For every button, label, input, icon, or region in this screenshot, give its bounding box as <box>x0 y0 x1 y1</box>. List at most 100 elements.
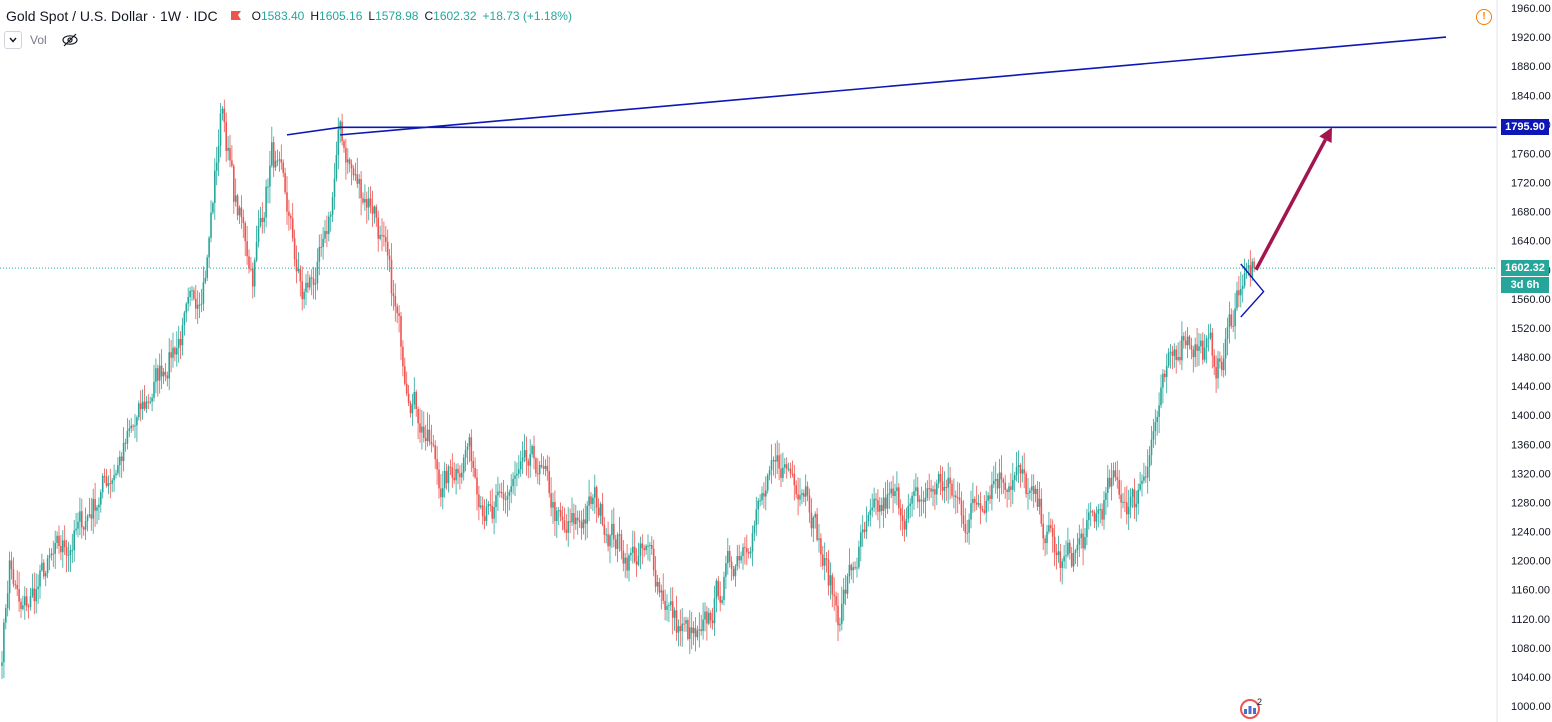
candle-body <box>554 502 556 521</box>
candle-body <box>877 500 879 512</box>
candle-body <box>371 206 374 214</box>
candle-body <box>86 516 89 522</box>
candle-body <box>423 426 425 438</box>
candle-body <box>354 174 357 176</box>
candle-body <box>542 466 545 469</box>
exclamation-icon[interactable]: ! <box>1476 9 1492 25</box>
candle-body <box>941 481 944 491</box>
candle-body <box>170 352 172 358</box>
candle-body <box>854 567 856 569</box>
candle-body <box>510 486 512 492</box>
candle-body <box>1095 513 1098 522</box>
candle-body <box>666 605 668 610</box>
candle-body <box>3 622 5 663</box>
chevron-down-icon[interactable] <box>4 31 22 49</box>
candle-body <box>307 282 309 288</box>
candle-body <box>200 303 203 305</box>
candle-body <box>153 381 155 398</box>
candle-body <box>780 468 782 478</box>
candle-body <box>875 498 877 501</box>
candle-body <box>918 499 921 502</box>
candle-body <box>797 494 799 500</box>
candle-body <box>841 603 843 624</box>
candle-body <box>742 547 744 557</box>
y-tick-label: 1440.00 <box>1511 381 1551 393</box>
candle-body <box>447 466 450 484</box>
candle-body <box>22 605 24 609</box>
eye-crossed-icon[interactable] <box>61 33 79 47</box>
candle-body <box>1036 488 1039 507</box>
y-tick-label: 1200.00 <box>1511 556 1551 568</box>
candle-body <box>521 457 524 462</box>
candle-body <box>1097 509 1100 514</box>
candle-body <box>168 352 170 379</box>
arrow-head <box>1319 127 1332 143</box>
candle-body <box>964 524 967 533</box>
candle-body <box>1108 477 1111 487</box>
candle-body <box>474 467 476 478</box>
candle-body <box>27 606 30 608</box>
candle-body <box>1234 308 1236 327</box>
candle-body <box>620 534 623 551</box>
candle-body <box>132 425 134 427</box>
candle-body <box>1029 490 1031 494</box>
calendar-event-icon[interactable]: 2 <box>1238 697 1264 719</box>
candle-body <box>1135 503 1138 508</box>
volume-label[interactable]: Vol <box>30 33 47 47</box>
candle-body <box>575 517 577 525</box>
candle-body <box>715 580 718 599</box>
candle-body <box>903 521 906 530</box>
candle-body <box>751 533 754 552</box>
candle-body <box>1012 480 1014 490</box>
candle-body <box>905 518 908 530</box>
candle-body <box>1247 265 1250 268</box>
candle-body <box>476 477 478 495</box>
candle-body <box>1067 542 1069 556</box>
candle-body <box>1183 336 1185 341</box>
candle-body <box>196 304 199 309</box>
candle-body <box>535 458 537 474</box>
candle-body <box>989 495 991 500</box>
candle-body <box>1038 498 1041 507</box>
candle-body <box>662 590 664 601</box>
candle-body <box>305 282 307 292</box>
candle-body <box>630 552 632 556</box>
candle-body <box>267 186 269 188</box>
y-tick-label: 1120.00 <box>1511 614 1550 626</box>
candle-body <box>1145 476 1147 478</box>
candle-body <box>41 562 43 571</box>
candle-body <box>1228 314 1231 328</box>
candle-body <box>329 214 332 217</box>
candle-body <box>350 164 353 169</box>
candle-body <box>1131 489 1134 497</box>
candle-body <box>1200 340 1202 347</box>
candle-body <box>43 562 45 577</box>
candle-body <box>303 291 305 300</box>
candle-body <box>39 570 41 587</box>
low-value: L1578.98 <box>368 9 419 23</box>
candle-body <box>84 521 87 530</box>
candle-body <box>96 507 98 511</box>
candle-body <box>1034 488 1037 494</box>
candle-body <box>1048 525 1050 532</box>
candle-body <box>147 401 150 403</box>
candle-body <box>506 495 509 500</box>
symbol-title[interactable]: Gold Spot / U.S. Dollar · 1W · IDC <box>6 8 218 24</box>
candle-body <box>250 268 252 270</box>
candle-body <box>985 500 987 513</box>
candle-body <box>747 552 750 554</box>
candle-body <box>33 588 36 602</box>
candle-body <box>899 508 902 516</box>
candle-body <box>1203 347 1206 360</box>
candle-body <box>176 348 178 355</box>
candle-body <box>966 532 968 534</box>
candle-body <box>1165 365 1168 378</box>
candle-body <box>485 506 488 522</box>
candle-body <box>867 515 870 522</box>
candle-body <box>949 477 951 484</box>
candle-body <box>94 498 96 511</box>
candle-body <box>65 547 68 556</box>
candle-body <box>597 507 600 516</box>
red-flag-icon[interactable] <box>230 10 242 22</box>
